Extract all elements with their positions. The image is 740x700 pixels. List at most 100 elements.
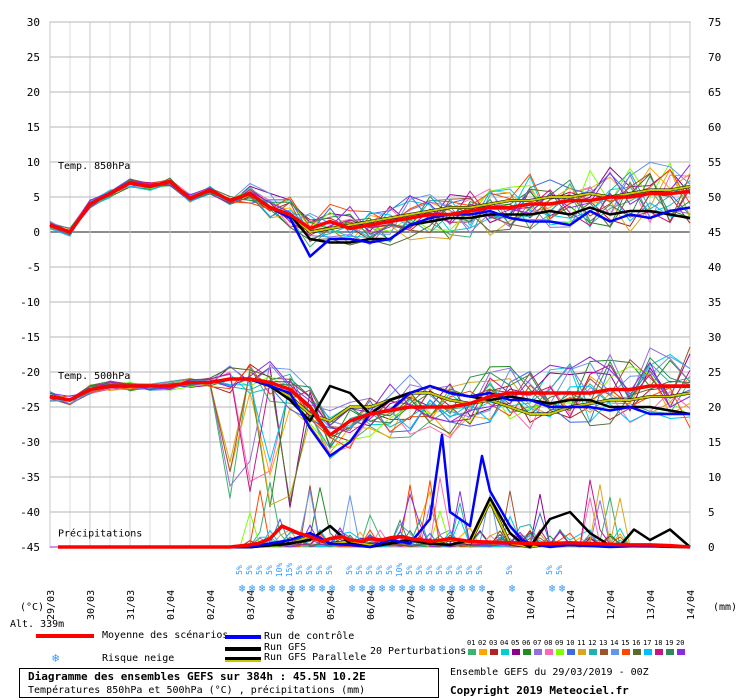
left-tick-label: -25 [20,401,40,414]
snow-percent-label: 5% [325,565,334,575]
perturbation-swatch [512,649,520,655]
x-date-label: 11/04 [566,590,577,620]
right-axis-unit: (mm) [713,602,737,613]
altitude-label: Alt. 339m [10,619,64,630]
snow-marker: 5% ❄ [415,565,426,595]
perturbation-number: 17 [643,639,652,647]
perturbation-500-line [49,356,691,427]
perturbation-swatch [479,649,487,655]
panel-labels: Temp. 850hPa Temp. 500hPa Précipitations [58,161,142,540]
right-tick-label: 35 [708,296,721,309]
snowflake-icon: ❄ [369,582,376,595]
main-series-lines [49,179,691,549]
snowflake-icon: ❄ [299,582,306,595]
perturbation-swatch [468,649,476,655]
right-tick-label: 15 [708,436,721,449]
snow-marker: 5% ❄ [315,565,326,595]
snowflake-icon: ❄ [419,582,426,595]
left-axis-unit: (°C) [20,602,44,613]
right-tick-label: 65 [708,86,721,99]
panel-label-t850: Temp. 850hPa [58,161,130,172]
snowflake-icon: ❄ [409,582,416,595]
right-tick-label: 0 [708,541,715,554]
snow-percent-label: 10% [395,563,404,578]
snow-percent-label: 5% [375,565,384,575]
x-date-label: 04/04 [286,590,297,620]
snowflake-icon: ❄ [329,582,336,595]
perturbation-number: 04 [500,639,509,647]
left-tick-label: 30 [27,16,40,29]
snow-marker: 10% ❄ [275,563,286,595]
snowflake-icon: ❄ [249,582,256,595]
left-tick-label: -45 [20,541,40,554]
snow-marker: 5% ❄ [345,565,356,595]
right-tick-label: 70 [708,51,721,64]
left-tick-label: -35 [20,471,40,484]
snow-percent-label: 5% [405,565,414,575]
perturbation-number: 11 [577,639,586,647]
snow-marker: 5% ❄ [455,565,466,595]
copyright-label: Copyright 2019 Meteociel.fr [450,684,629,697]
left-tick-label: -20 [20,366,40,379]
snow-percent-label: 5% [465,565,474,575]
panel-label-t500: Temp. 500hPa [58,371,130,382]
perturbation-number: 14 [610,639,619,647]
legend-gfs-parallel-label: Run GFS Parallele [264,652,367,663]
x-date-label: 03/04 [246,590,257,620]
snow-marker: 15% ❄ [285,563,296,595]
perturbation-number: 03 [489,639,498,647]
left-tick-label: 10 [27,156,40,169]
perturbation-number: 08 [544,639,553,647]
snow-percent-label: 5% [505,565,514,575]
left-tick-label: -10 [20,296,40,309]
snow-marker: 5% ❄ [375,565,386,595]
snow-marker: 5% ❄ [355,565,366,595]
right-tick-label: 75 [708,16,721,29]
snow-marker: 5% ❄ [545,565,556,595]
snowflake-icon: ❄ [379,582,386,595]
snow-marker: 5% ❄ [295,565,306,595]
perturbation-850-line [49,181,691,240]
diagram-subtitle: Températures 850hPa et 500hPa (°C) , pré… [28,685,366,696]
snowflake-icon: ❄ [429,582,436,595]
snow-percent-label: 5% [425,565,434,575]
snow-percent-label: 5% [385,565,394,575]
snow-percent-label: 5% [555,565,564,575]
snowflake-icon: ❄ [269,582,276,595]
right-tick-label: 5 [708,506,715,519]
ensemble-run-label: Ensemble GEFS du 29/03/2019 - 00Z [450,667,649,678]
snowflake-icon: ❄ [479,582,486,595]
perturbation-swatch [677,649,685,655]
perturbation-number: 01 [467,639,476,647]
x-date-label: 01/04 [166,590,177,620]
left-tick-label: -40 [20,506,40,519]
snowflake-icon: ❄ [399,582,406,595]
perturbation-swatch [666,649,674,655]
snowflake-icon: ❄ [389,582,396,595]
x-date-label: 05/04 [326,590,337,620]
right-tick-label: 45 [708,226,721,239]
snow-marker: 5% ❄ [445,565,456,595]
x-date-label: 14/04 [686,590,697,620]
snowflake-icon: ❄ [289,582,296,595]
x-date-label: 02/04 [206,590,217,620]
right-tick-label: 60 [708,121,721,134]
perturbation-number: 19 [665,639,674,647]
snow-marker: 5% ❄ [475,565,486,595]
legend-mean-swatch [36,634,94,638]
x-date-label: 12/04 [606,590,617,620]
snowflake-icon: ❄ [349,582,356,595]
legend-mean-label: Moyenne des scénarios [102,630,229,641]
right-tick-label: 30 [708,331,721,344]
legend-gfs-swatch [225,647,261,651]
perturbation-number: 07 [533,639,542,647]
perturbation-850-line [49,168,691,236]
snow-percent-label: 5% [415,565,424,575]
snow-marker: 5% ❄ [555,565,566,595]
perturbation-swatch [567,649,575,655]
snowflake-icon: ❄ [469,582,476,595]
series-line-precip [58,433,691,549]
x-date-label: 07/04 [406,590,417,620]
snow-marker: 5% ❄ [255,565,266,595]
left-tick-label: 20 [27,86,40,99]
